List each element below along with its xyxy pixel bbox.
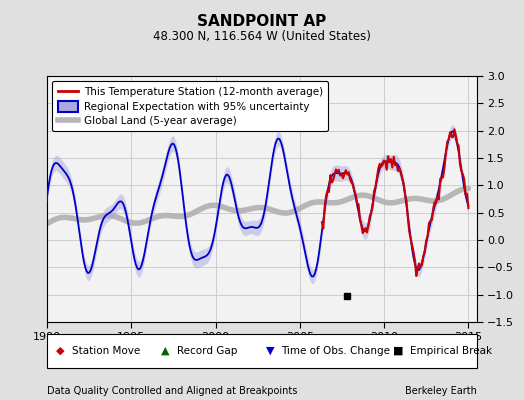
Text: Berkeley Earth: Berkeley Earth <box>405 386 477 396</box>
Text: 48.300 N, 116.564 W (United States): 48.300 N, 116.564 W (United States) <box>153 30 371 43</box>
Text: Data Quality Controlled and Aligned at Breakpoints: Data Quality Controlled and Aligned at B… <box>47 386 298 396</box>
Text: ■: ■ <box>393 346 403 356</box>
Text: Empirical Break: Empirical Break <box>410 346 492 356</box>
Text: Time of Obs. Change: Time of Obs. Change <box>281 346 390 356</box>
Text: ◆: ◆ <box>56 346 64 356</box>
Text: SANDPOINT AP: SANDPOINT AP <box>198 14 326 29</box>
Legend: This Temperature Station (12-month average), Regional Expectation with 95% uncer: This Temperature Station (12-month avera… <box>52 81 328 132</box>
Text: Record Gap: Record Gap <box>177 346 237 356</box>
Text: ▲: ▲ <box>161 346 169 356</box>
Text: Station Move: Station Move <box>72 346 140 356</box>
Text: ▼: ▼ <box>266 346 274 356</box>
